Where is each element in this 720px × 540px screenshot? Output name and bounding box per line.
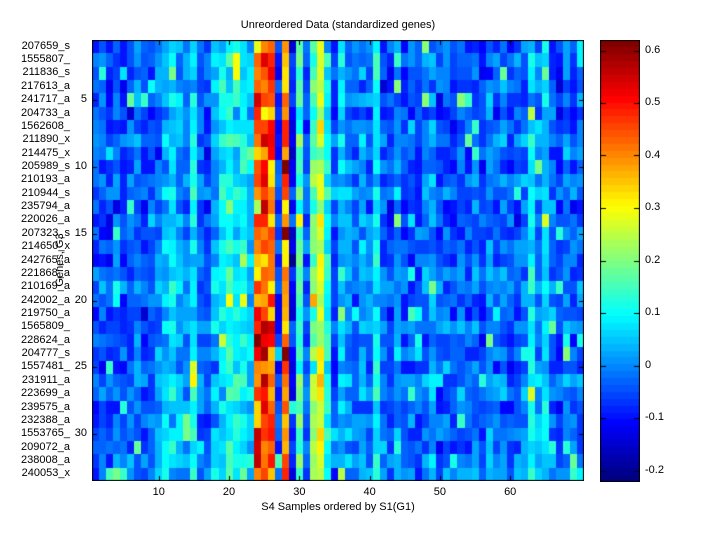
gene-label: 223699_a <box>21 387 70 400</box>
gene-label: 235794_a <box>21 200 70 213</box>
x-tick-label: 50 <box>433 486 447 498</box>
x-tick-label: 40 <box>363 486 376 498</box>
gene-label: 214650_x <box>21 240 70 253</box>
x-tick-label: 10 <box>152 486 165 498</box>
gene-label: 207659_s <box>21 39 70 52</box>
x-tick-label: 60 <box>504 486 517 498</box>
gene-label: 210169_a <box>21 280 70 293</box>
gene-label: 210193_a <box>21 173 70 186</box>
gene-label: 220026_a <box>21 213 70 226</box>
y-tick-label: 20 <box>74 293 87 306</box>
x-axis-label: S4 Samples ordered by S1(G1) <box>261 501 415 513</box>
gene-label: 219750_a <box>21 306 70 319</box>
y-tick-label: 10 <box>74 159 87 172</box>
gene-label: 1562608_ <box>21 119 70 132</box>
x-tick-label: 30 <box>293 486 306 498</box>
gene-label: 241717_a <box>21 93 70 106</box>
colorbar-tick-label: 0.2 <box>645 253 661 266</box>
y-axis-label: Genes, G3 <box>54 233 66 287</box>
gene-label: 204777_s <box>21 347 70 360</box>
gene-label: 1555807_ <box>21 53 70 66</box>
colorbar-tick-label: 0.6 <box>645 43 661 56</box>
gene-label: 207323_s <box>21 226 70 239</box>
gene-label: 1565809_ <box>21 320 70 333</box>
colorbar-tick-label: -0.2 <box>645 463 664 476</box>
x-tick-label: 20 <box>222 486 236 498</box>
gene-label: 242002_a <box>21 293 70 306</box>
y-tick-label: 25 <box>74 360 87 373</box>
y-tick-label: 15 <box>74 226 87 239</box>
colorbar-tick-label: -0.1 <box>645 411 664 423</box>
gene-label: 1557481_ <box>21 360 70 373</box>
gene-label: 217613_a <box>21 79 70 92</box>
colorbar-tick-label: 0.3 <box>645 201 661 213</box>
gene-label: 221868_a <box>21 266 70 279</box>
colorbar-tick-label: 0 <box>645 358 652 371</box>
gene-label: 204733_a <box>21 106 70 119</box>
gene-label: 210944_s <box>21 186 70 199</box>
gene-label: 205989_s <box>21 159 70 172</box>
gene-label: 238008_a <box>21 453 70 466</box>
gene-label: 240053_x <box>21 467 70 480</box>
colorbar <box>600 40 640 482</box>
y-tick-label: 30 <box>74 427 87 440</box>
gene-label: 242765_a <box>21 253 70 266</box>
gene-label: 232388_a <box>21 413 70 426</box>
chart-title: Unreordered Data (standardized genes) <box>240 19 436 31</box>
heatmap <box>92 40 584 481</box>
gene-label: 239575_a <box>21 400 70 413</box>
gene-label: 228624_a <box>21 333 70 346</box>
colorbar-tick-label: 0.4 <box>645 148 661 161</box>
colorbar-tick-label: 0.1 <box>645 306 661 318</box>
gene-label: 211890_x <box>22 133 70 146</box>
y-tick-label: 5 <box>80 93 87 106</box>
gene-label: 211836_s <box>22 66 70 79</box>
gene-label: 1553765_ <box>21 427 70 440</box>
gene-label: 214475_x <box>21 146 70 159</box>
gene-label: 231911_a <box>21 373 70 386</box>
gene-label: 209072_a <box>21 440 70 453</box>
colorbar-tick-label: 0.5 <box>645 96 661 108</box>
